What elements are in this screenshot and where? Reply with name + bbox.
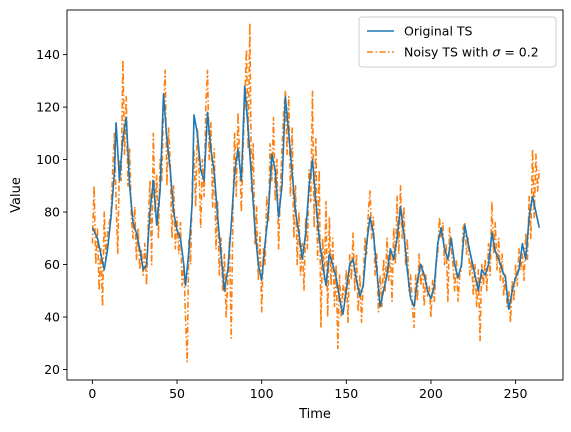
x-tick-label: 50 xyxy=(169,386,185,401)
plot-area-frame xyxy=(66,9,564,381)
legend-label-noisy: Noisy TS with σ = 0.2 xyxy=(404,45,539,60)
x-tick-label: 250 xyxy=(504,386,528,401)
y-axis: 20 40 60 80 100 120 140 xyxy=(36,47,67,377)
x-axis-title: Time xyxy=(298,407,331,422)
y-axis-title: Value xyxy=(9,177,24,213)
x-tick-label: 150 xyxy=(334,386,358,401)
legend-label-noisy-suffix: = 0.2 xyxy=(500,45,538,60)
y-tick-label: 120 xyxy=(36,100,60,115)
legend-label-original: Original TS xyxy=(404,24,473,39)
legend-label-noisy-prefix: Noisy TS with xyxy=(404,45,492,60)
legend-box xyxy=(358,16,557,68)
sigma-symbol: σ xyxy=(492,45,501,60)
y-tick-label: 100 xyxy=(36,152,60,167)
legend: Original TS Noisy TS with σ = 0.2 xyxy=(358,16,557,68)
x-axis: 0 50 100 150 200 250 xyxy=(88,380,528,401)
y-tick-label: 140 xyxy=(36,47,60,62)
series-line-original xyxy=(91,85,541,316)
x-tick-label: 100 xyxy=(250,386,274,401)
x-tick-label: 0 xyxy=(88,386,96,401)
series-layer xyxy=(91,22,541,363)
x-tick-label: 200 xyxy=(419,386,443,401)
y-tick-label: 40 xyxy=(44,310,60,325)
y-tick-label: 60 xyxy=(44,257,60,272)
y-tick-label: 20 xyxy=(44,362,60,377)
y-tick-label: 80 xyxy=(44,205,60,220)
